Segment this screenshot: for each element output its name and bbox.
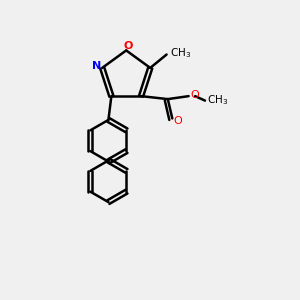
Text: CH$_3$: CH$_3$ <box>170 46 191 60</box>
Text: CH$_3$: CH$_3$ <box>207 94 229 107</box>
Text: N: N <box>92 61 101 71</box>
Text: O: O <box>174 116 182 126</box>
Text: O: O <box>190 90 199 100</box>
Text: O: O <box>123 41 132 51</box>
